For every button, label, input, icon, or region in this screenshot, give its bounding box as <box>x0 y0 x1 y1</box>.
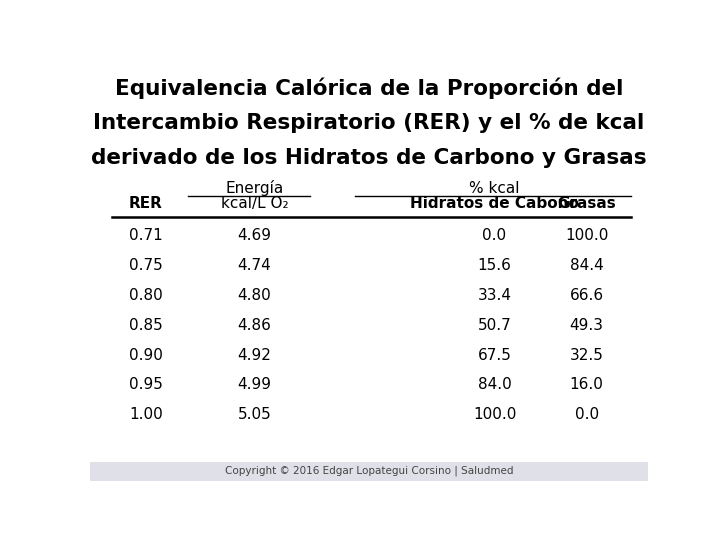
Text: 4.74: 4.74 <box>238 258 271 273</box>
Text: 4.92: 4.92 <box>238 348 271 362</box>
Text: 50.7: 50.7 <box>477 318 511 333</box>
Text: Grasas: Grasas <box>557 196 616 211</box>
Text: Hidratos de Cabono: Hidratos de Cabono <box>410 196 579 211</box>
Text: 1.00: 1.00 <box>129 407 163 422</box>
Text: 4.86: 4.86 <box>238 318 271 333</box>
Text: 100.0: 100.0 <box>473 407 516 422</box>
Text: Equivalencia Calórica de la Proporción del: Equivalencia Calórica de la Proporción d… <box>114 77 624 99</box>
Text: Energía: Energía <box>225 180 284 196</box>
FancyBboxPatch shape <box>90 462 648 481</box>
Text: 33.4: 33.4 <box>477 288 511 302</box>
Text: 5.05: 5.05 <box>238 407 271 422</box>
Text: 0.0: 0.0 <box>482 228 507 243</box>
Text: % kcal: % kcal <box>469 181 520 196</box>
Text: 49.3: 49.3 <box>570 318 603 333</box>
Text: RER: RER <box>129 196 163 211</box>
Text: Intercambio Respiratorio (RER) y el % de kcal: Intercambio Respiratorio (RER) y el % de… <box>94 113 644 133</box>
Text: 67.5: 67.5 <box>477 348 511 362</box>
Text: derivado de los Hidratos de Carbono y Grasas: derivado de los Hidratos de Carbono y Gr… <box>91 148 647 168</box>
Text: 84.4: 84.4 <box>570 258 603 273</box>
Text: 32.5: 32.5 <box>570 348 603 362</box>
Text: 16.0: 16.0 <box>570 377 603 393</box>
Text: 0.80: 0.80 <box>129 288 163 302</box>
Text: 84.0: 84.0 <box>477 377 511 393</box>
Text: 66.6: 66.6 <box>570 288 603 302</box>
Text: Copyright © 2016 Edgar Lopategui Corsino | Saludmed: Copyright © 2016 Edgar Lopategui Corsino… <box>225 466 513 476</box>
Text: 100.0: 100.0 <box>565 228 608 243</box>
Text: 4.69: 4.69 <box>238 228 271 243</box>
Text: 0.0: 0.0 <box>575 407 599 422</box>
Text: 4.80: 4.80 <box>238 288 271 302</box>
Text: 4.99: 4.99 <box>238 377 271 393</box>
Text: 0.75: 0.75 <box>129 258 163 273</box>
Text: 0.90: 0.90 <box>129 348 163 362</box>
Text: 0.95: 0.95 <box>129 377 163 393</box>
Text: kcal/L O₂: kcal/L O₂ <box>221 196 289 211</box>
Text: 15.6: 15.6 <box>477 258 511 273</box>
Text: 0.71: 0.71 <box>129 228 163 243</box>
Text: 0.85: 0.85 <box>129 318 163 333</box>
